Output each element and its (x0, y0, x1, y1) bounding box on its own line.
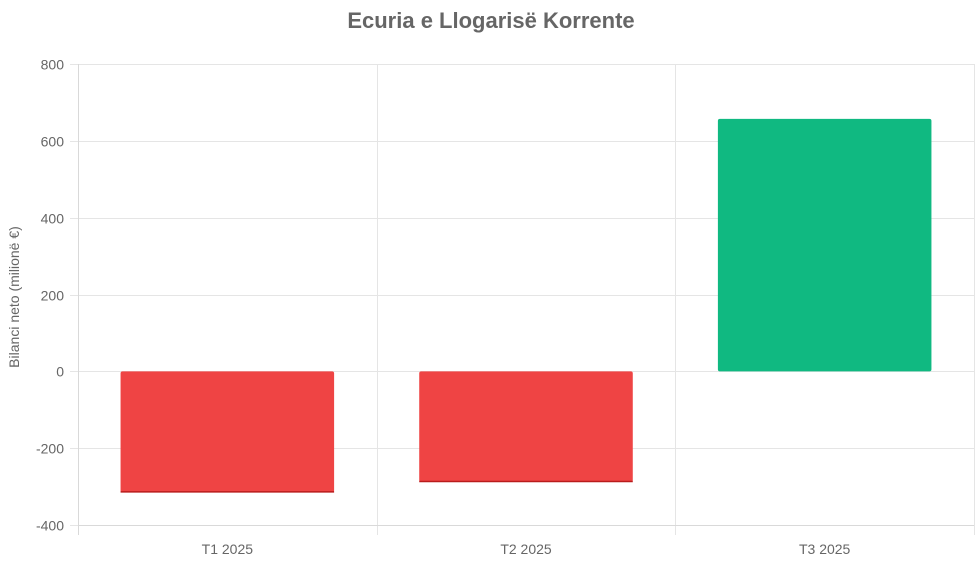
x-axis-ticks: T1 2025 T2 2025 T3 2025 (202, 541, 851, 557)
y-tick-label: 0 (56, 364, 64, 380)
bars (120, 118, 932, 493)
y-tick-label: 600 (41, 134, 65, 150)
y-axis-title: Bilanci neto (milionë €) (6, 226, 22, 368)
bar-t2-2025[interactable] (419, 371, 633, 482)
chart-title: Ecuria e Llogarisë Korrente (347, 8, 634, 33)
bar-t3-2025[interactable] (717, 118, 932, 372)
x-tick-label: T3 2025 (799, 541, 851, 557)
y-tick-label: 200 (41, 288, 65, 304)
y-tick-label: -200 (36, 441, 64, 457)
y-tick-label: 400 (41, 211, 65, 227)
y-tick-label: -400 (36, 518, 64, 534)
y-tick-label: 800 (41, 57, 65, 73)
y-axis-ticks: 800 600 400 200 0 -200 -400 (36, 57, 64, 534)
bar-t1-2025[interactable] (120, 371, 335, 493)
x-tick-label: T1 2025 (202, 541, 254, 557)
x-tick-label: T2 2025 (500, 541, 552, 557)
